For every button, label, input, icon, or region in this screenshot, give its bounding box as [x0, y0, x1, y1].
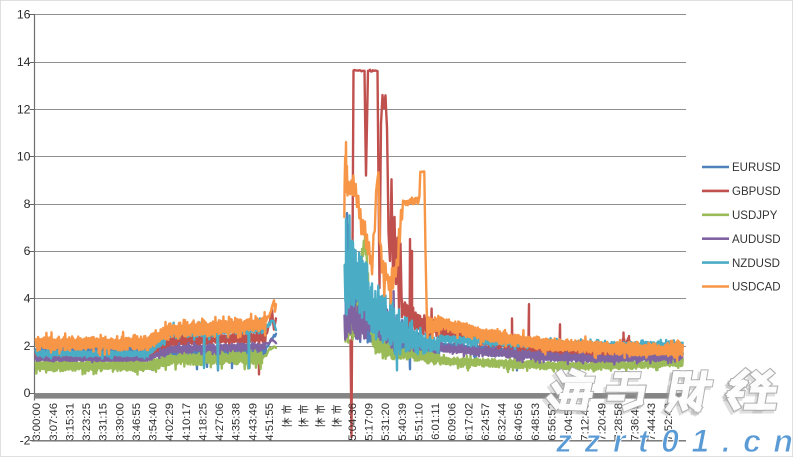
svg-text:2: 2	[24, 339, 31, 353]
svg-text:zzrt01.cn: zzrt01.cn	[555, 423, 793, 457]
svg-text:7:28:58: 7:28:58	[613, 403, 625, 441]
svg-text:7:44:43: 7:44:43	[646, 403, 658, 441]
svg-text:5:04:36: 5:04:36	[347, 403, 359, 441]
svg-text:4:35:38: 4:35:38	[231, 403, 243, 441]
svg-text:6:17:02: 6:17:02	[463, 403, 475, 441]
svg-text:5:17:09: 5:17:09	[364, 403, 376, 441]
svg-text:6:48:53: 6:48:53	[530, 403, 542, 441]
svg-text:4:27:06: 4:27:06	[214, 403, 226, 441]
svg-text:6:56:52: 6:56:52	[546, 403, 558, 441]
svg-text:7:04:54: 7:04:54	[563, 403, 575, 441]
svg-text:12: 12	[17, 102, 31, 116]
svg-text:-2: -2	[20, 434, 31, 448]
svg-text:NZDUSD: NZDUSD	[732, 258, 780, 270]
svg-text:4:18:25: 4:18:25	[197, 403, 209, 441]
svg-text:7:52:42: 7:52:42	[663, 403, 675, 441]
svg-text:14: 14	[17, 55, 31, 69]
svg-text:AUDUSD: AUDUSD	[732, 234, 781, 246]
svg-text:6:32:44: 6:32:44	[497, 403, 509, 441]
svg-text:16: 16	[17, 8, 31, 22]
svg-text:5:40:39: 5:40:39	[397, 403, 409, 441]
svg-text:3:39:00: 3:39:00	[114, 403, 126, 441]
svg-text:6: 6	[24, 244, 31, 258]
svg-text:4: 4	[24, 292, 31, 306]
svg-text:8: 8	[24, 197, 31, 211]
svg-text:7:12:46: 7:12:46	[580, 403, 592, 441]
svg-text:EURUSD: EURUSD	[732, 162, 781, 174]
svg-text:3:00:00: 3:00:00	[31, 403, 43, 441]
svg-text:5:51:10: 5:51:10	[413, 403, 425, 441]
svg-text:3:54:40: 3:54:40	[147, 403, 159, 441]
svg-text:4:43:49: 4:43:49	[247, 403, 259, 441]
svg-text:USDJPY: USDJPY	[732, 210, 778, 222]
svg-text:6:01:11: 6:01:11	[430, 403, 442, 440]
svg-text:10: 10	[17, 150, 31, 164]
svg-text:5:31:20: 5:31:20	[380, 403, 392, 441]
svg-text:0: 0	[24, 386, 31, 400]
svg-text:7:36:49: 7:36:49	[630, 403, 642, 441]
svg-text:3:07:46: 3:07:46	[48, 403, 60, 441]
svg-text:7:20:49: 7:20:49	[596, 403, 608, 441]
svg-text:3:23:25: 3:23:25	[81, 403, 93, 441]
svg-text:4:51:55: 4:51:55	[264, 403, 276, 441]
svg-text:3:46:55: 3:46:55	[131, 403, 143, 441]
svg-text:4:02:29: 4:02:29	[164, 403, 176, 441]
svg-text:6:09:06: 6:09:06	[447, 403, 459, 441]
svg-text:GBPUSD: GBPUSD	[732, 186, 781, 198]
svg-text:3:31:15: 3:31:15	[98, 403, 110, 441]
svg-text:USDCAD: USDCAD	[732, 282, 781, 294]
svg-text:6:24:57: 6:24:57	[480, 403, 492, 441]
svg-text:3:15:31: 3:15:31	[64, 403, 76, 441]
svg-text:6:40:56: 6:40:56	[513, 403, 525, 441]
svg-text:4:10:17: 4:10:17	[181, 403, 193, 441]
